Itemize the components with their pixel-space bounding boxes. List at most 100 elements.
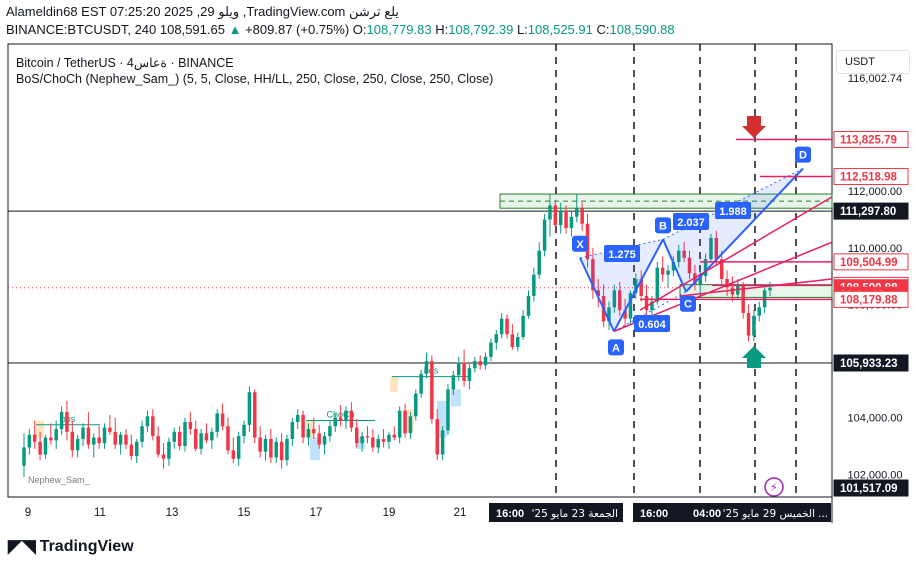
- price-tag: [833, 290, 909, 308]
- candle-body: [719, 259, 724, 279]
- candle-body: [548, 205, 552, 220]
- legend-indicator: BoS/ChoCh (Nephew_Sam_) (5, 5, Close, HH…: [16, 72, 494, 86]
- candle-body: [193, 429, 198, 449]
- candle-body: [687, 257, 692, 274]
- x-tick-label: 9: [25, 507, 31, 519]
- price-tag: [833, 253, 909, 271]
- candle-body: [666, 270, 670, 275]
- candle-body: [333, 417, 338, 427]
- candle-body: [317, 433, 321, 445]
- pattern-leg: [579, 257, 615, 332]
- candle-body: [167, 441, 171, 459]
- tradingview-logo[interactable]: ◤◥ TradingView: [8, 536, 134, 557]
- candle-body: [623, 310, 627, 319]
- x-tick-label: 21: [454, 507, 467, 519]
- orderblock-blue: [310, 437, 320, 461]
- candle-body: [360, 436, 364, 444]
- chart-frame: [7, 43, 833, 523]
- pattern-leg: [662, 238, 687, 293]
- candle-body: [752, 315, 756, 336]
- candle-body: [236, 436, 241, 459]
- point-badge: [655, 217, 671, 234]
- down-arrow-icon: [742, 116, 766, 138]
- candle-body: [462, 362, 466, 381]
- chart-header-line1: Alameldin68 EST 07:25:20 2025 ,29 ويلو ,…: [6, 4, 399, 20]
- pattern-leg: [613, 238, 664, 332]
- point-badge: [795, 146, 811, 163]
- price-change: +809.87 (+0.75%): [245, 22, 350, 37]
- candle-body: [558, 211, 563, 226]
- candle-body: [575, 208, 579, 217]
- candle-body: [435, 419, 439, 455]
- candle-body: [113, 431, 117, 445]
- point-badge: [680, 295, 696, 312]
- candle-body: [226, 426, 230, 451]
- tradingview-mark-icon: ◤◥: [8, 536, 36, 556]
- candle-body: [693, 273, 697, 285]
- candle-body: [102, 427, 107, 444]
- candle-body: [617, 290, 622, 311]
- candle-body: [730, 287, 735, 295]
- candle-body: [644, 295, 649, 311]
- candle-body: [408, 416, 413, 434]
- price-tag: [833, 202, 909, 220]
- candle-body: [177, 431, 182, 447]
- pattern-fill: [580, 239, 663, 332]
- candle-body: [424, 361, 429, 374]
- candle-body: [494, 334, 499, 343]
- candle-body: [49, 437, 53, 441]
- price-tag-label: 109,504.99: [840, 257, 898, 269]
- trend-line: [679, 278, 833, 297]
- ratio-label: 0.604: [638, 319, 666, 331]
- open-label: O:: [352, 22, 367, 37]
- close-label: C:: [596, 22, 610, 37]
- ratio-label: 2.037: [677, 217, 705, 229]
- price-tag-label: 113,825.79: [840, 135, 897, 147]
- candle-body: [32, 434, 37, 442]
- candle-body: [161, 454, 166, 459]
- currency-button[interactable]: USDT: [836, 50, 910, 74]
- price-tag: [833, 479, 909, 497]
- candle-body: [703, 259, 708, 277]
- time-tag-ellipsis: ...: [818, 508, 828, 520]
- candle-body: [210, 431, 214, 441]
- candle-body: [467, 368, 472, 381]
- candle-body: [483, 356, 488, 366]
- up-arrow-icon: [742, 346, 766, 368]
- candles: [22, 194, 772, 478]
- candle-body: [757, 307, 762, 316]
- ratio-badge: [604, 245, 640, 262]
- candle-body: [22, 447, 26, 466]
- candle-body: [365, 436, 370, 438]
- candle-body: [542, 219, 547, 251]
- candle-body: [156, 436, 160, 455]
- orderblock-blue: [451, 389, 461, 407]
- flash-icon: [764, 477, 784, 497]
- pattern-ratio-line: [613, 291, 687, 332]
- candle-body: [145, 416, 150, 427]
- candle-body: [215, 413, 219, 432]
- y-tick-label: 116,002.74: [848, 73, 902, 85]
- candle-body: [591, 259, 595, 291]
- candle-body: [628, 293, 633, 319]
- candle-body: [43, 437, 48, 455]
- time-tag: [489, 503, 623, 522]
- candle-body: [263, 438, 268, 452]
- flash-glyph: ⚡: [770, 481, 778, 494]
- ratio-label: 1.988: [719, 206, 747, 218]
- candle-body: [403, 410, 407, 434]
- price-tag-label: 112,518.98: [840, 172, 898, 184]
- point-badge: [572, 235, 588, 252]
- candle-body: [344, 410, 348, 421]
- candle-body: [430, 361, 434, 420]
- candle-body: [532, 274, 536, 296]
- time-tag-date: '25 الخميس 29 مايو: [723, 508, 815, 520]
- candle-body: [279, 441, 284, 461]
- candle-body: [521, 315, 525, 338]
- candle-body: [387, 434, 391, 442]
- candle-body: [650, 301, 654, 311]
- price-tag-label: 105,933.23: [840, 358, 898, 370]
- pattern-fill: [663, 168, 803, 292]
- orderblock: [36, 420, 44, 438]
